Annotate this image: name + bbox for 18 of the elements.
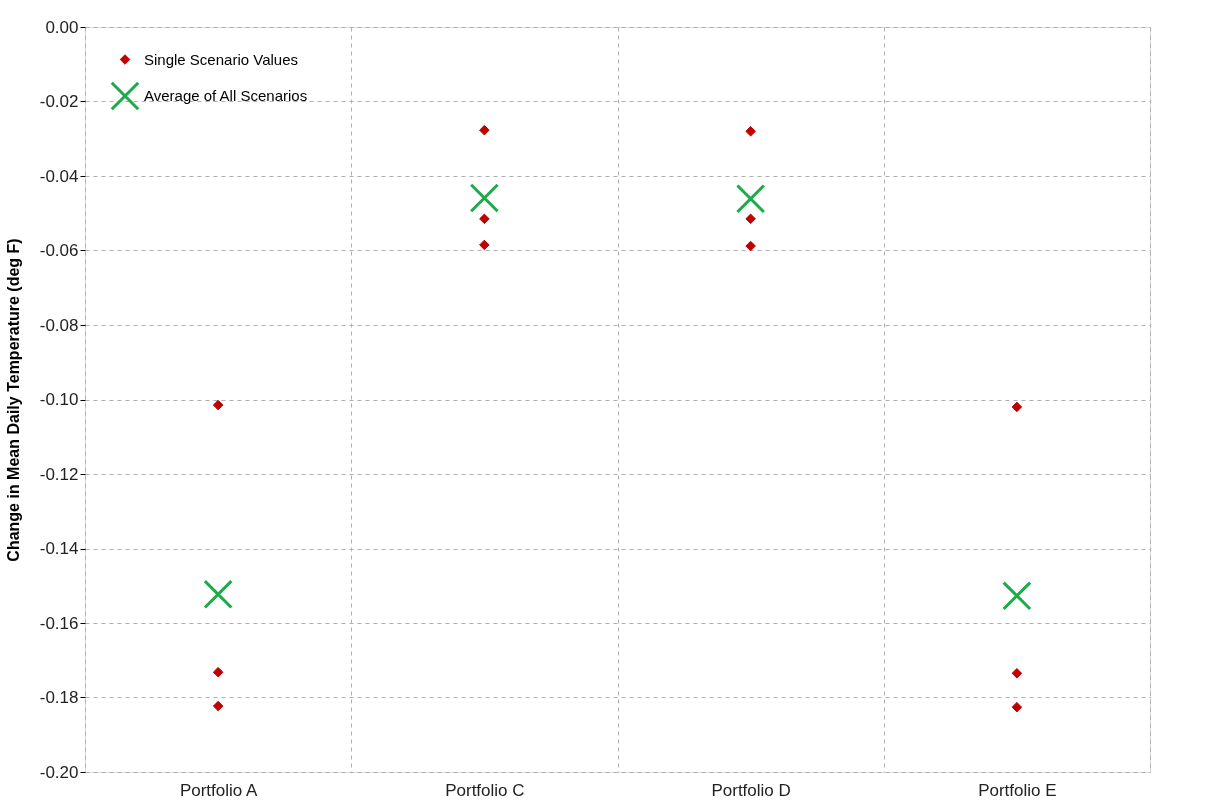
x-tick-label: Portfolio E xyxy=(978,780,1057,800)
y-tick-label: -0.06 xyxy=(39,241,79,260)
x-tick-label: Portfolio D xyxy=(711,780,791,800)
legend-label: Single Scenario Values xyxy=(144,50,298,68)
y-tick-label: -0.12 xyxy=(39,464,79,484)
y-axis-title: Change in Mean Daily Temperature (deg F) xyxy=(4,238,22,562)
y-tick-label: -0.18 xyxy=(39,688,79,707)
y-tick-label: 0.00 xyxy=(45,17,79,37)
y-tick-label: -0.04 xyxy=(39,166,79,186)
legend-label: Average of All Scenarios xyxy=(144,87,308,104)
y-tick-label: -0.08 xyxy=(39,315,79,335)
y-tick-label: -0.16 xyxy=(39,613,79,633)
x-tick-label: Portfolio C xyxy=(445,780,525,800)
y-tick-label: -0.14 xyxy=(39,539,79,558)
y-tick-label: -0.10 xyxy=(39,390,79,409)
y-tick-label: -0.02 xyxy=(39,92,79,111)
x-tick-label: Portfolio A xyxy=(179,780,259,800)
y-tick-label: -0.20 xyxy=(39,762,79,782)
